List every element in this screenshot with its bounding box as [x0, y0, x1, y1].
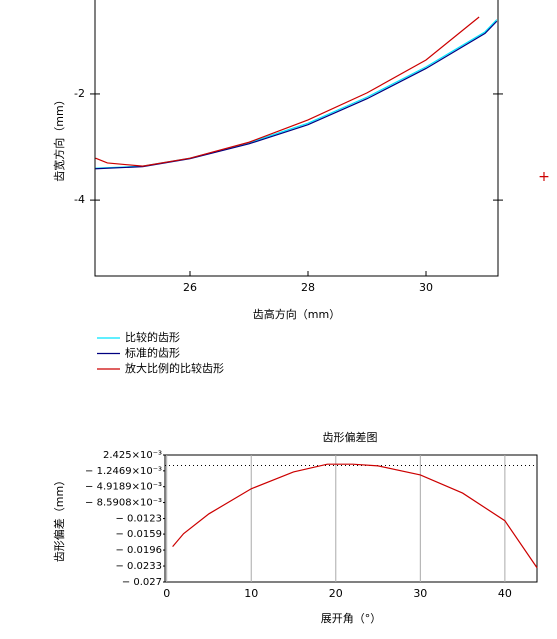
- y-axis-label: 齿形偏差（mm）: [52, 475, 66, 562]
- legend-label: 标准的齿形: [125, 346, 180, 360]
- cursor-cross: +: [538, 169, 550, 185]
- x-tick-label: 26: [183, 281, 197, 294]
- x-tick-label: 10: [244, 587, 258, 600]
- x-tick-label: 28: [301, 281, 315, 294]
- legend-label: 比较的齿形: [125, 330, 180, 344]
- x-axis-label: 齿高方向（mm）: [253, 307, 340, 321]
- series-line: [95, 16, 480, 167]
- y-tick-label: − 0.0159: [115, 529, 162, 540]
- y-tick-label: − 1.2469×10⁻³: [85, 466, 162, 477]
- x-tick-label: 20: [329, 587, 343, 600]
- y-tick-label: − 0.0233: [115, 561, 162, 572]
- x-tick-label: 30: [419, 281, 433, 294]
- y-tick-label: − 0.0196: [115, 545, 162, 556]
- y-tick-label: − 0.0123: [115, 514, 162, 525]
- plot-frame: [94, 0, 499, 277]
- chart-title: 齿形偏差图: [323, 430, 378, 444]
- y-tick-label: − 8.5908×10⁻³: [85, 498, 162, 509]
- y-tick-label: 2.425×10⁻³: [103, 450, 162, 461]
- y-tick-label: -4: [74, 193, 85, 206]
- legend-label: 放大比例的比较齿形: [125, 361, 224, 375]
- series-line: [172, 463, 538, 569]
- x-axis-label: 展开角（°）: [321, 612, 382, 625]
- y-tick-label: − 0.027: [122, 577, 162, 588]
- x-tick-label: 40: [498, 587, 512, 600]
- x-tick-label: 30: [413, 587, 427, 600]
- y-axis-label: 齿宽方向（mm）: [52, 94, 66, 181]
- y-tick-label: − 4.9189×10⁻³: [85, 482, 162, 493]
- x-tick-label: 0: [163, 587, 170, 600]
- y-tick-label: -2: [74, 87, 85, 100]
